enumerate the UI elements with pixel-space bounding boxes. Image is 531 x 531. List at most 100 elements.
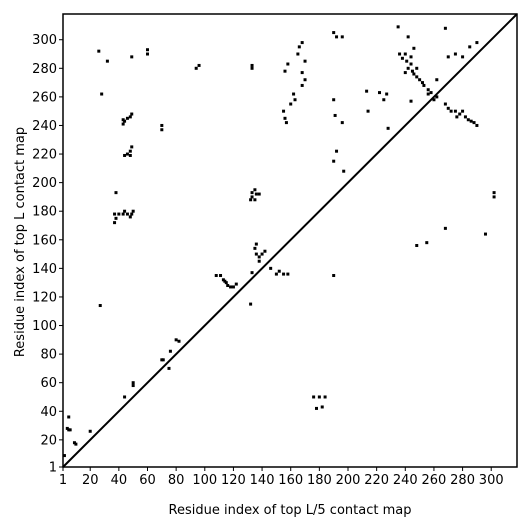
contact-point [365, 89, 369, 93]
contact-point [62, 454, 66, 458]
contact-point [263, 249, 267, 253]
contact-point [234, 282, 238, 286]
contact-point [260, 252, 264, 256]
contact-point [406, 66, 410, 70]
x-tick-label: 20 [82, 473, 99, 488]
contact-point [400, 56, 404, 60]
contact-point [475, 123, 479, 127]
y-tick-label: 200 [32, 176, 57, 191]
contact-point [303, 59, 307, 63]
contact-point [314, 406, 318, 410]
x-tick-label: 140 [250, 473, 275, 488]
contact-point [426, 88, 430, 92]
y-tick-label: 120 [32, 290, 57, 305]
y-tick-label: 300 [32, 33, 57, 48]
contact-point [277, 269, 281, 273]
y-tick-label: 60 [40, 376, 57, 391]
contact-point [123, 395, 127, 399]
diagonal-line [62, 13, 518, 468]
contact-point [455, 115, 459, 119]
contact-point [492, 191, 496, 195]
contact-point [282, 272, 286, 276]
contact-point [425, 241, 429, 245]
contact-point [160, 128, 164, 132]
x-tick-label: 200 [336, 473, 361, 488]
contact-point [382, 98, 386, 102]
contact-point [194, 66, 198, 70]
contact-point [458, 112, 462, 116]
contact-point [468, 45, 472, 49]
contact-point [340, 121, 344, 125]
contact-point [410, 69, 414, 73]
contact-point [406, 35, 410, 39]
y-axis-title: Residue index of top L contact map [13, 127, 28, 357]
contact-point [253, 188, 257, 192]
contact-point [386, 126, 390, 130]
x-tick-label: 80 [168, 473, 185, 488]
contact-point [435, 95, 439, 99]
contact-point [446, 55, 450, 59]
contact-point [161, 358, 165, 362]
contact-point [219, 274, 223, 278]
contact-point [125, 116, 129, 120]
contact-point [443, 102, 447, 106]
contact-point [312, 395, 316, 399]
contact-point [412, 72, 416, 76]
contact-point [332, 274, 336, 278]
contact-point [461, 109, 465, 113]
y-tick-label: 220 [32, 148, 57, 163]
contact-point [385, 92, 389, 96]
contact-point [168, 349, 172, 353]
x-tick-label: 300 [479, 473, 504, 488]
y-tick-label: 260 [32, 90, 57, 105]
x-tick-label: 120 [221, 473, 246, 488]
contact-point [403, 71, 407, 75]
contact-point [97, 49, 101, 53]
y-tick-label: 20 [40, 433, 57, 448]
contact-point [300, 83, 304, 87]
plot-frame [62, 13, 518, 468]
contact-point [174, 338, 178, 342]
contact-point [284, 121, 288, 125]
contact-point [409, 62, 413, 66]
y-tick-label: 180 [32, 205, 57, 220]
contact-point [412, 46, 416, 50]
contact-point [167, 366, 171, 370]
x-axis-title: Residue index of top L/5 contact map [169, 503, 412, 518]
contact-point [105, 59, 109, 63]
contact-point [286, 272, 290, 276]
contact-point [378, 91, 382, 95]
x-tick-label: 40 [111, 473, 128, 488]
contact-point [128, 153, 132, 157]
contact-point [283, 69, 287, 73]
contact-point [415, 66, 419, 70]
x-tick-label: 60 [139, 473, 156, 488]
contact-point [123, 209, 127, 213]
contact-point [415, 244, 419, 248]
contact-point [229, 285, 233, 289]
contact-point [257, 192, 261, 196]
contact-point [283, 116, 287, 120]
contact-point [125, 152, 129, 156]
contact-point [333, 113, 337, 117]
contact-point [68, 428, 72, 432]
x-tick-label: 1 [59, 473, 67, 488]
contact-point [257, 255, 261, 259]
contact-point [422, 83, 426, 87]
contact-point [293, 98, 297, 102]
contact-point [303, 78, 307, 82]
contact-point [253, 246, 257, 250]
contact-point [114, 216, 118, 220]
contact-point [409, 99, 413, 103]
contact-point [254, 242, 258, 246]
y-tick-label: 100 [32, 319, 57, 334]
contact-point [250, 191, 254, 195]
contact-point [214, 274, 218, 278]
contact-point [289, 102, 293, 106]
contact-point [250, 66, 254, 70]
contact-point [463, 115, 467, 119]
contact-point [432, 98, 436, 102]
y-tick-label: 160 [32, 233, 57, 248]
contact-point [121, 122, 125, 126]
